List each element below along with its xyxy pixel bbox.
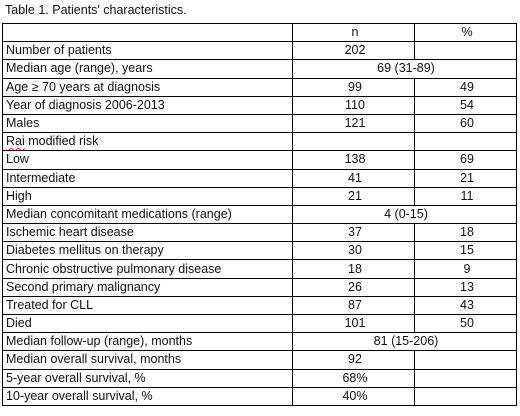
- row-percent: 21: [414, 168, 517, 188]
- table-row: Number of patients 202: [2, 41, 517, 61]
- row-label: Median overall survival, months: [2, 350, 293, 370]
- table-row: Died 101 50: [2, 313, 517, 334]
- table-row: Median follow-up (range), months 81 (15-…: [2, 332, 517, 352]
- row-label: Second primary malignancy: [2, 277, 293, 297]
- row-label: Males: [2, 113, 293, 134]
- row-percent: 60: [414, 113, 517, 134]
- row-n: 40%: [292, 386, 415, 406]
- row-label: 5-year overall survival, %: [2, 368, 293, 388]
- row-label: Low: [2, 150, 293, 170]
- row-percent: [414, 132, 517, 152]
- row-label: Age ≥ 70 years at diagnosis: [2, 77, 293, 97]
- table-row: Chronic obstructive pulmonary disease 18…: [2, 259, 517, 279]
- row-merged-value: 4 (0-15): [292, 204, 517, 225]
- row-percent: [414, 350, 517, 370]
- row-label: Median concomitant medications (range): [2, 204, 293, 225]
- row-percent: 43: [414, 295, 517, 316]
- row-percent: [414, 386, 517, 406]
- row-merged-value: 69 (31-89): [292, 59, 517, 79]
- row-percent: [414, 41, 517, 61]
- row-n: 68%: [292, 368, 415, 388]
- table-row: Rai modified risk: [2, 132, 517, 152]
- row-percent: 69: [414, 150, 517, 170]
- row-n: 121: [292, 113, 415, 134]
- patients-characteristics-table: n % Number of patients 202 Median age (r…: [2, 22, 517, 406]
- row-percent: 9: [414, 259, 517, 279]
- table-row: Males 121 60: [2, 113, 517, 134]
- row-n: 110: [292, 95, 415, 115]
- row-n: 26: [292, 277, 415, 297]
- row-label: Intermediate: [2, 168, 293, 188]
- row-n: 18: [292, 259, 415, 279]
- row-label: Treated for CLL: [2, 295, 293, 316]
- row-n: 92: [292, 350, 415, 370]
- row-merged-value: 81 (15-206): [292, 332, 517, 352]
- row-percent: 11: [414, 186, 517, 206]
- spellcheck-word: Rai: [6, 134, 25, 149]
- table-row: Median overall survival, months 92: [2, 350, 517, 370]
- table-row: Ischemic heart disease 37 18: [2, 223, 517, 243]
- row-n: 21: [292, 186, 415, 206]
- header-n: n: [292, 22, 415, 43]
- table-row: Diabetes mellitus on therapy 30 15: [2, 241, 517, 261]
- row-label: 10-year overall survival, %: [2, 386, 293, 406]
- row-label-rest: modified risk: [24, 134, 99, 149]
- table-row: Median age (range), years 69 (31-89): [2, 59, 517, 79]
- table-row: Second primary malignancy 26 13: [2, 277, 517, 297]
- header-percent: %: [414, 22, 517, 43]
- row-n: 138: [292, 150, 415, 170]
- row-percent: 15: [414, 241, 517, 261]
- table-row: Low 138 69: [2, 150, 517, 170]
- table-row: 5-year overall survival, % 68%: [2, 368, 517, 388]
- table-row: Treated for CLL 87 43: [2, 295, 517, 316]
- row-n: 202: [292, 41, 415, 61]
- row-percent: 54: [414, 95, 517, 115]
- table-row: Median concomitant medications (range) 4…: [2, 204, 517, 225]
- header-row: n %: [2, 22, 517, 43]
- table-row: Age ≥ 70 years at diagnosis 99 49: [2, 77, 517, 97]
- row-n: 87: [292, 295, 415, 316]
- row-n: 37: [292, 223, 415, 243]
- row-n: 101: [292, 313, 415, 334]
- row-percent: 13: [414, 277, 517, 297]
- row-n: 41: [292, 168, 415, 188]
- row-percent: 50: [414, 313, 517, 334]
- table-row: Year of diagnosis 2006-2013 110 54: [2, 95, 517, 115]
- table-row: 10-year overall survival, % 40%: [2, 386, 517, 406]
- row-percent: 18: [414, 223, 517, 243]
- table-row: High 21 11: [2, 186, 517, 206]
- row-label: Number of patients: [2, 41, 293, 61]
- table-caption: Table 1. Patients' characteristics.: [5, 3, 187, 17]
- row-percent: 49: [414, 77, 517, 97]
- row-n: [292, 132, 415, 152]
- row-label: Median follow-up (range), months: [2, 332, 293, 352]
- row-label: Died: [2, 313, 293, 334]
- row-label: High: [2, 186, 293, 206]
- row-label: Year of diagnosis 2006-2013: [2, 95, 293, 115]
- row-n: 99: [292, 77, 415, 97]
- row-label: Median age (range), years: [2, 59, 293, 79]
- row-label: Rai modified risk: [2, 132, 293, 152]
- row-label: Ischemic heart disease: [2, 223, 293, 243]
- row-n: 30: [292, 241, 415, 261]
- row-label: Chronic obstructive pulmonary disease: [2, 259, 293, 279]
- header-blank-cell: [2, 22, 293, 43]
- table-row: Intermediate 41 21: [2, 168, 517, 188]
- row-label: Diabetes mellitus on therapy: [2, 241, 293, 261]
- row-percent: [414, 368, 517, 388]
